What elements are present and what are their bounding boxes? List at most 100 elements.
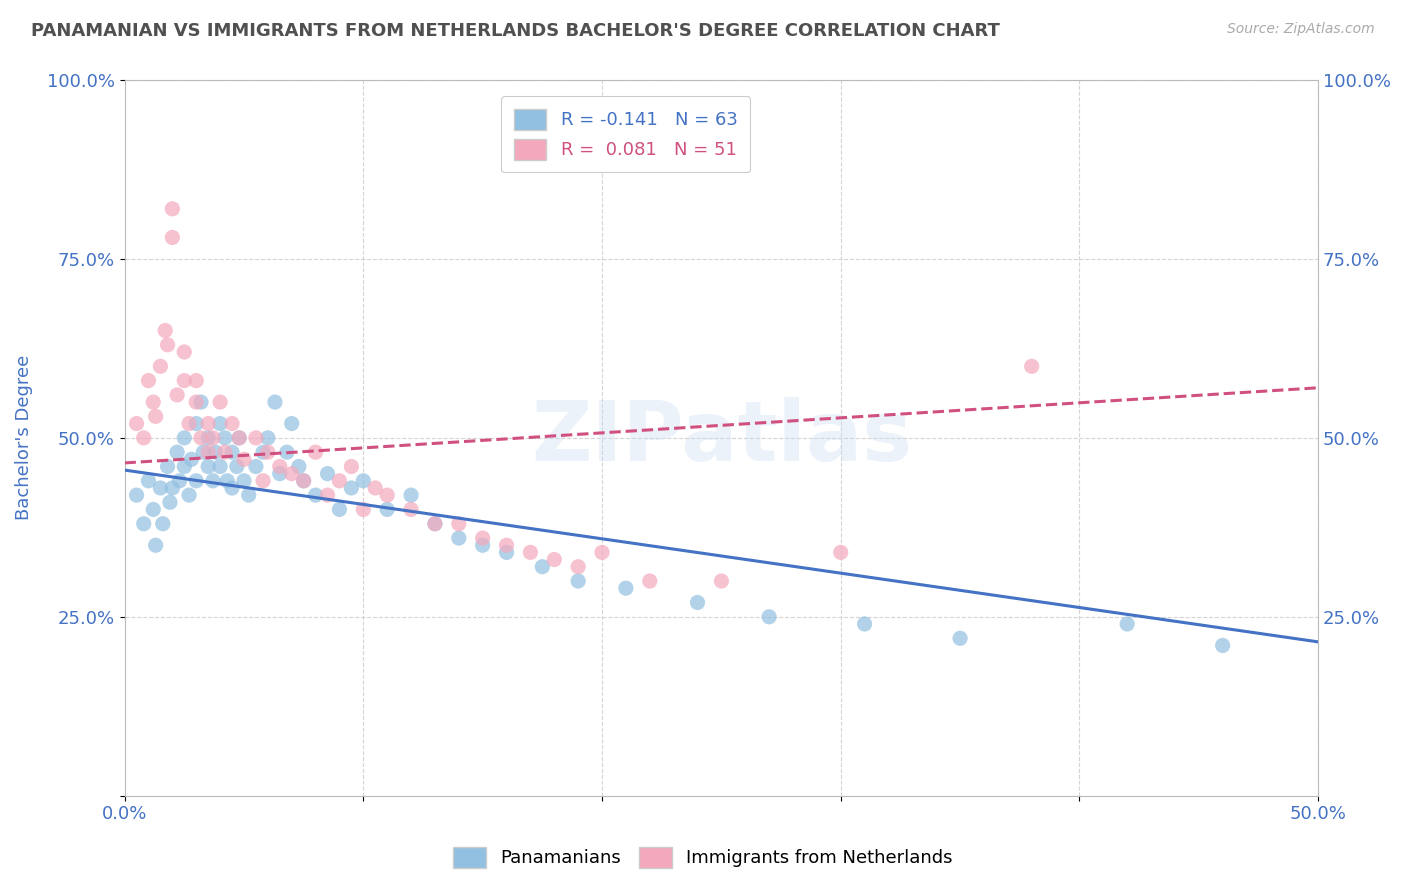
Point	[197, 445, 219, 459]
Point	[159, 495, 181, 509]
Point	[153, 324, 176, 338]
Point	[228, 431, 250, 445]
Point	[495, 538, 517, 552]
Point	[304, 445, 326, 459]
Point	[221, 481, 243, 495]
Point	[399, 488, 422, 502]
Point	[352, 474, 374, 488]
Point	[591, 545, 613, 559]
Point	[340, 459, 363, 474]
Point	[142, 502, 165, 516]
Point	[447, 531, 470, 545]
Point	[162, 230, 184, 244]
Point	[638, 574, 661, 588]
Point	[758, 609, 780, 624]
Point	[145, 409, 167, 424]
Point	[328, 502, 350, 516]
Point	[288, 459, 311, 474]
Point	[221, 417, 243, 431]
Point	[201, 474, 224, 488]
Point	[209, 459, 232, 474]
Point	[280, 467, 302, 481]
Point	[177, 417, 200, 431]
Point	[328, 474, 350, 488]
Point	[209, 417, 232, 431]
Point	[197, 431, 219, 445]
Point	[173, 374, 195, 388]
Point	[180, 452, 202, 467]
Point	[132, 431, 155, 445]
Point	[245, 459, 267, 474]
Point	[375, 502, 398, 516]
Point	[214, 431, 236, 445]
Point	[149, 481, 172, 495]
Point	[830, 545, 852, 559]
Point	[252, 445, 274, 459]
Point	[252, 474, 274, 488]
Point	[245, 431, 267, 445]
Point	[399, 502, 422, 516]
Point	[166, 388, 188, 402]
Point	[145, 538, 167, 552]
Point	[209, 395, 232, 409]
Point	[447, 516, 470, 531]
Y-axis label: Bachelor's Degree: Bachelor's Degree	[15, 355, 32, 521]
Point	[190, 431, 212, 445]
Point	[423, 516, 446, 531]
Point	[138, 474, 160, 488]
Point	[138, 374, 160, 388]
Point	[280, 417, 302, 431]
Point	[949, 632, 972, 646]
Point	[269, 467, 291, 481]
Text: Source: ZipAtlas.com: Source: ZipAtlas.com	[1227, 22, 1375, 37]
Point	[471, 531, 494, 545]
Point	[149, 359, 172, 374]
Point	[193, 445, 215, 459]
Point	[186, 374, 208, 388]
Point	[340, 481, 363, 495]
Point	[567, 574, 589, 588]
Point	[166, 445, 188, 459]
Point	[292, 474, 315, 488]
Point	[423, 516, 446, 531]
Point	[186, 417, 208, 431]
Point	[228, 431, 250, 445]
Point	[201, 431, 224, 445]
Point	[156, 459, 179, 474]
Text: ZIPatlas: ZIPatlas	[531, 397, 912, 478]
Text: PANAMANIAN VS IMMIGRANTS FROM NETHERLANDS BACHELOR'S DEGREE CORRELATION CHART: PANAMANIAN VS IMMIGRANTS FROM NETHERLAND…	[31, 22, 1000, 40]
Point	[471, 538, 494, 552]
Point	[173, 431, 195, 445]
Point	[125, 488, 148, 502]
Legend: R = -0.141   N = 63, R =  0.081   N = 51: R = -0.141 N = 63, R = 0.081 N = 51	[502, 96, 751, 172]
Point	[316, 467, 339, 481]
Point	[543, 552, 565, 566]
Point	[1116, 617, 1139, 632]
Point	[162, 481, 184, 495]
Point	[152, 516, 174, 531]
Point	[1021, 359, 1043, 374]
Point	[276, 445, 298, 459]
Point	[364, 481, 387, 495]
Point	[614, 581, 637, 595]
Point	[238, 488, 260, 502]
Point	[256, 445, 278, 459]
Point	[264, 395, 287, 409]
Point	[197, 459, 219, 474]
Point	[173, 459, 195, 474]
Point	[233, 452, 256, 467]
Point	[352, 502, 374, 516]
Point	[186, 395, 208, 409]
Legend: Panamanians, Immigrants from Netherlands: Panamanians, Immigrants from Netherlands	[443, 836, 963, 879]
Point	[125, 417, 148, 431]
Point	[304, 488, 326, 502]
Point	[495, 545, 517, 559]
Point	[214, 445, 236, 459]
Point	[190, 395, 212, 409]
Point	[162, 202, 184, 216]
Point	[256, 431, 278, 445]
Point	[686, 595, 709, 609]
Point	[177, 488, 200, 502]
Point	[197, 417, 219, 431]
Point	[853, 617, 876, 632]
